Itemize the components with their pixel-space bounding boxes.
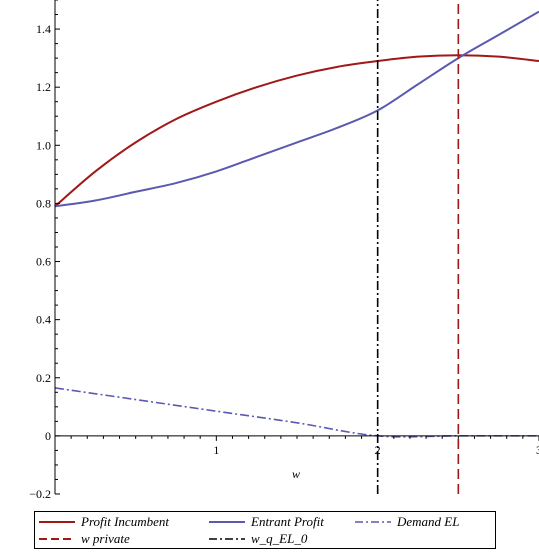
series-line-demand-el xyxy=(54,387,539,438)
y-tick-label: 0.2 xyxy=(36,371,51,385)
x-tick-label: 2 xyxy=(375,443,381,457)
series-line-profit-incumbent xyxy=(54,54,539,208)
legend-swatch-w-q-el-0 xyxy=(209,538,245,540)
y-tick-label: 0 xyxy=(45,429,51,443)
chart-plot: −0.2 0 0.2 0.4 0.6 0.8 1.0 1.2 1.4 1 2 3 w xyxy=(29,0,539,501)
y-tick-label: 1.0 xyxy=(36,138,51,152)
legend-label-w-q-el-0: w_q_EL_0 xyxy=(251,531,308,546)
x-axis-title: w xyxy=(292,467,300,481)
series-line-entrant-profit xyxy=(54,10,539,208)
legend-item-w-q-el-0: w_q_EL_0 xyxy=(209,530,307,548)
y-tick-label: −0.2 xyxy=(29,487,51,501)
legend-item-profit-incumbent: Profit Incumbent xyxy=(39,513,169,531)
legend-item-demand-el: Demand EL xyxy=(355,513,459,531)
legend-label-profit-incumbent: Profit Incumbent xyxy=(81,514,169,529)
x-tick-label: 1 xyxy=(213,443,219,457)
x-tick-label: 3 xyxy=(536,443,539,457)
y-tick-label: 0.6 xyxy=(36,255,51,269)
legend-swatch-profit-incumbent xyxy=(39,521,75,523)
legend-item-entrant-profit: Entrant Profit xyxy=(209,513,324,531)
legend-item-w-private: w private xyxy=(39,530,130,548)
legend-swatch-w-private xyxy=(39,538,75,540)
legend-label-entrant-profit: Entrant Profit xyxy=(251,514,324,529)
chart-legend: Profit Incumbent Entrant Profit Demand E… xyxy=(34,511,496,549)
legend-label-demand-el: Demand EL xyxy=(397,514,460,529)
legend-label-w-private: w private xyxy=(81,531,130,546)
y-tick-label: 1.2 xyxy=(36,80,51,94)
y-tick-label: 1.4 xyxy=(36,22,51,36)
y-tick-label: 0.4 xyxy=(36,313,51,327)
legend-swatch-entrant-profit xyxy=(209,521,245,523)
y-tick-label: 0.8 xyxy=(36,196,51,210)
legend-swatch-demand-el xyxy=(355,521,391,523)
